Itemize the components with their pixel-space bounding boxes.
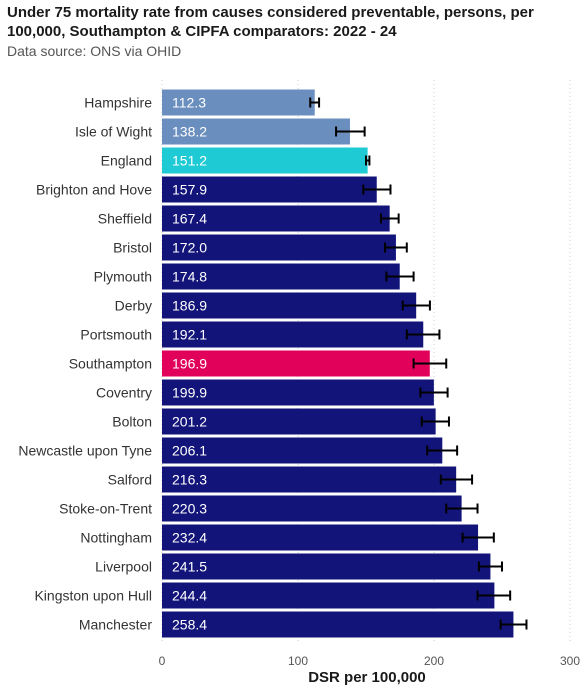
bar-value-label: 258.4 <box>172 617 207 633</box>
bar-value-label: 232.4 <box>172 530 207 546</box>
error-bars-group <box>309 97 528 630</box>
bar-value-label: 220.3 <box>172 501 207 517</box>
bar-value-label: 151.2 <box>172 153 207 169</box>
error-bar <box>362 184 392 195</box>
bar <box>162 321 424 348</box>
bar <box>162 147 368 174</box>
category-label: Southampton <box>69 356 152 372</box>
x-tick-label: 300 <box>560 654 580 668</box>
category-label: Liverpool <box>95 559 152 575</box>
category-label: England <box>101 153 152 169</box>
category-label: Stoke-on-Trent <box>59 501 152 517</box>
category-label: Nottingham <box>80 530 152 546</box>
error-bar <box>419 387 449 398</box>
error-bar <box>385 271 415 282</box>
bar <box>162 350 430 377</box>
bar-value-label: 138.2 <box>172 124 207 140</box>
error-bar <box>365 155 371 166</box>
bar <box>162 205 390 232</box>
bar <box>162 234 396 261</box>
category-label: Plymouth <box>94 269 152 285</box>
error-bar <box>309 97 321 108</box>
category-label: Derby <box>115 298 152 314</box>
bar <box>162 89 315 116</box>
error-bar <box>412 358 448 369</box>
category-label: Salford <box>108 472 152 488</box>
category-label: Isle of Wight <box>75 124 152 140</box>
error-bar <box>476 590 512 601</box>
x-axis-ticks: 0 100 200 300 <box>159 654 581 668</box>
error-bar <box>420 416 450 427</box>
error-bar <box>335 126 366 137</box>
error-bar <box>499 619 528 630</box>
bar-value-label: 244.4 <box>172 588 207 604</box>
category-label: Kingston upon Hull <box>34 588 152 604</box>
bar <box>162 263 400 290</box>
bar <box>162 524 479 551</box>
bar-value-label: 192.1 <box>172 327 207 343</box>
bar <box>162 176 377 203</box>
category-label: Portsmouth <box>80 327 152 343</box>
category-label: Bolton <box>112 414 152 430</box>
bar <box>162 495 462 522</box>
bars-group: 112.3 138.2 151.2 157.9 167.4 172.0 174.8 186.9… <box>162 89 514 638</box>
bar-value-label: 157.9 <box>172 182 207 198</box>
error-bar <box>445 503 479 514</box>
bar <box>162 611 514 638</box>
error-bar <box>401 300 431 311</box>
category-label: Manchester <box>79 617 152 633</box>
category-label: Bristol <box>113 240 152 256</box>
x-tick-label: 0 <box>159 654 166 668</box>
bar <box>162 466 457 493</box>
bar-value-label: 196.9 <box>172 356 207 372</box>
x-axis-label: DSR per 100,000 <box>308 669 426 686</box>
category-labels: Hampshire Isle of Wight England Brighton an… <box>18 95 152 633</box>
bar-value-label: 186.9 <box>172 298 207 314</box>
bar <box>162 292 417 319</box>
error-bar <box>461 532 495 543</box>
chart-title: Under 75 mortality rate from causes cons… <box>7 4 534 40</box>
bar-value-label: 199.9 <box>172 385 207 401</box>
category-label: Brighton and Hove <box>36 182 152 198</box>
bar-value-label: 206.1 <box>172 443 207 459</box>
bar-value-label: 216.3 <box>172 472 207 488</box>
category-label: Newcastle upon Tyne <box>18 443 152 459</box>
category-label: Hampshire <box>84 95 152 111</box>
error-bar <box>426 445 459 456</box>
error-bar <box>379 213 400 224</box>
bar-value-label: 112.3 <box>172 95 206 111</box>
bar <box>162 553 491 580</box>
category-label: Coventry <box>96 385 152 401</box>
bar <box>162 408 436 435</box>
bar-value-label: 174.8 <box>172 269 207 285</box>
error-bar <box>384 242 408 253</box>
bar <box>162 437 443 464</box>
bar-value-label: 172.0 <box>172 240 207 256</box>
error-bar <box>477 561 503 572</box>
bar <box>162 582 495 609</box>
x-tick-label: 200 <box>424 654 444 668</box>
bar <box>162 379 434 406</box>
bar-value-label: 201.2 <box>172 414 207 430</box>
bar <box>162 118 350 145</box>
error-bar <box>405 329 441 340</box>
error-bar <box>439 474 474 485</box>
bar-value-label: 167.4 <box>172 211 207 227</box>
x-tick-label: 100 <box>288 654 308 668</box>
chart-subtitle: Data source: ONS via OHID <box>7 43 182 59</box>
bar-value-label: 241.5 <box>172 559 207 575</box>
category-label: Sheffield <box>98 211 152 227</box>
